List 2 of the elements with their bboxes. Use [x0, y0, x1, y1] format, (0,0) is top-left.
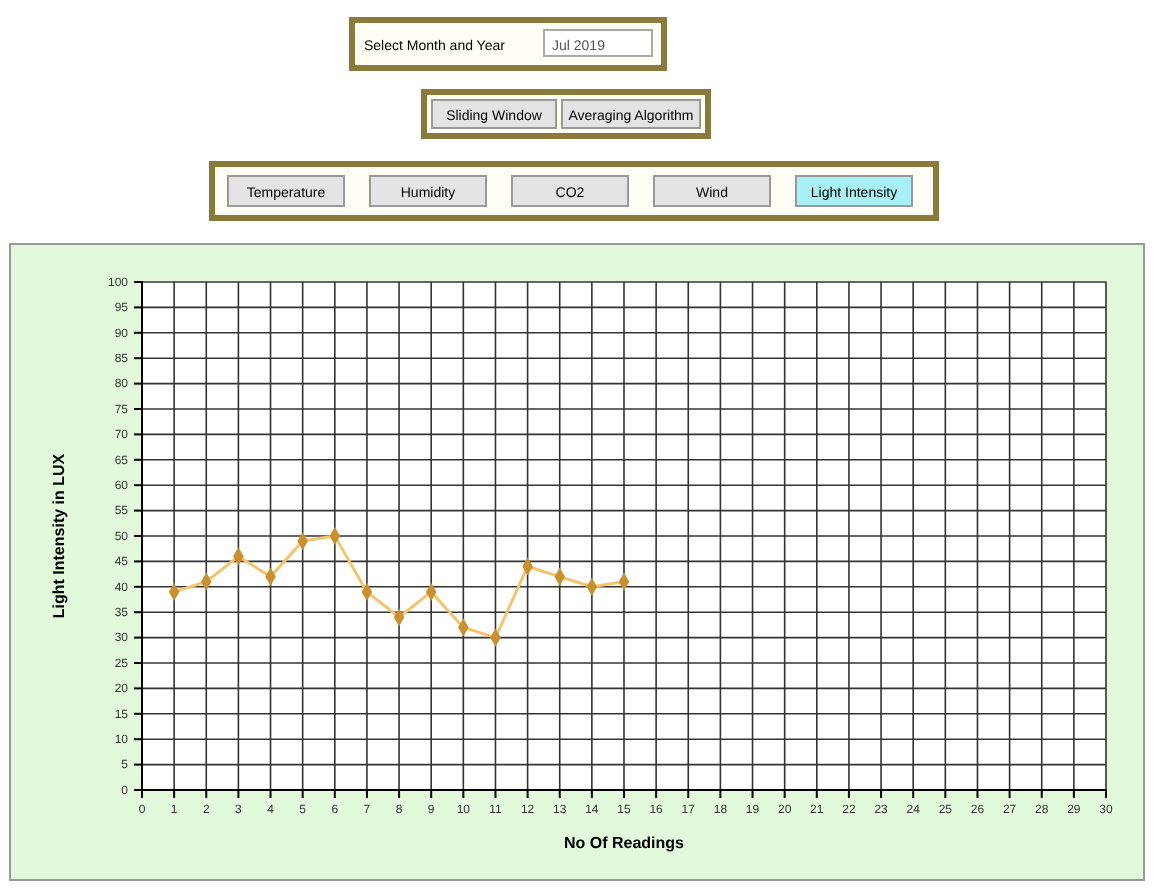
- x-axis-title: No Of Readings: [563, 834, 686, 852]
- y-axis-title: Light Intensity in LUX: [50, 452, 68, 619]
